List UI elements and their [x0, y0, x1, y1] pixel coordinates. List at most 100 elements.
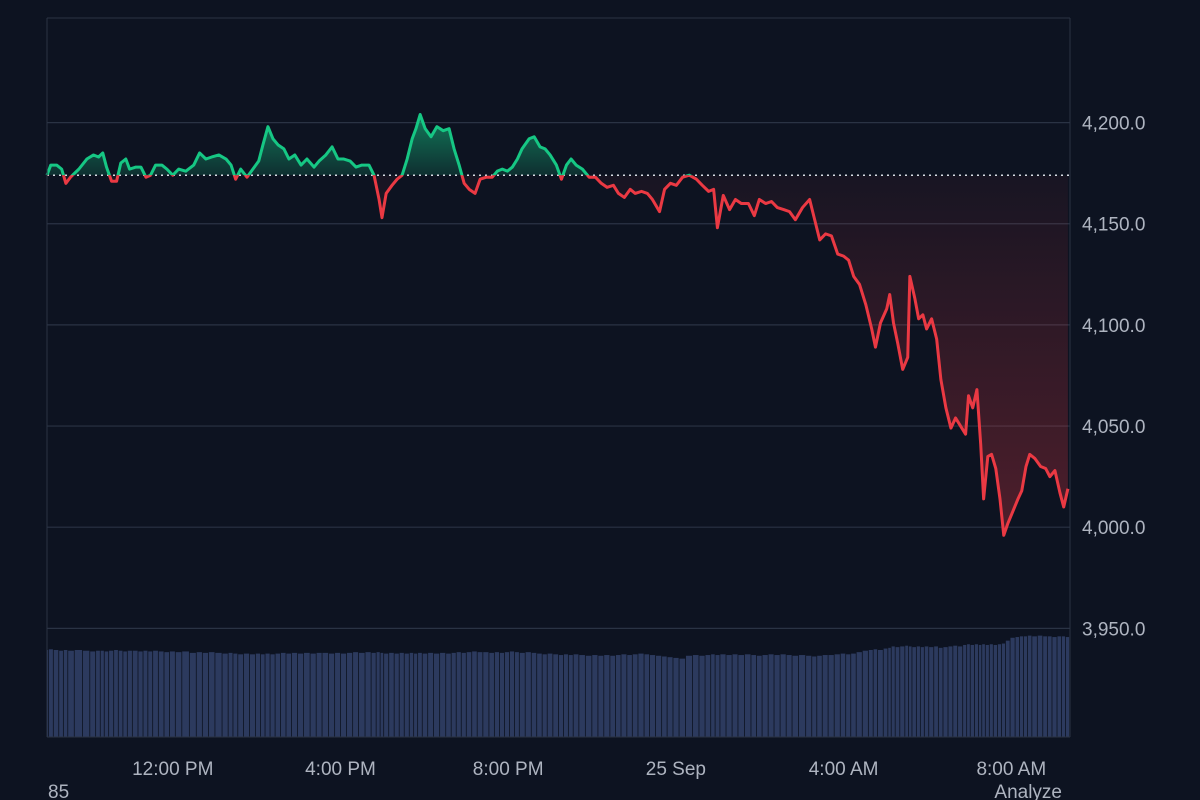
y-tick-label: 4,150.0 — [1082, 215, 1145, 236]
volume-bar — [158, 651, 164, 737]
volume-bar — [118, 650, 123, 737]
volume-bar — [958, 646, 963, 737]
volume-bar — [380, 652, 384, 737]
volume-bar — [667, 657, 673, 737]
volume-bar — [489, 652, 494, 737]
volume-bar — [514, 652, 519, 737]
volume-bar — [418, 652, 422, 737]
volume-bar — [175, 652, 182, 737]
volume-bar — [963, 644, 967, 737]
volume-bar — [1052, 637, 1057, 737]
volume-bar — [948, 646, 953, 737]
x-tick-label: 8:00 PM — [473, 759, 544, 780]
volume-bar — [751, 655, 757, 737]
volume-bar — [916, 646, 920, 737]
volume-bar — [732, 654, 738, 737]
volume-bar — [553, 654, 559, 737]
y-tick-label: 4,100.0 — [1082, 316, 1145, 337]
volume-bar — [598, 655, 604, 737]
volume-bar — [322, 652, 329, 737]
volume-bar — [685, 655, 693, 737]
volume-bar — [215, 652, 222, 737]
volume-bar — [662, 656, 667, 737]
volume-bar — [148, 651, 153, 737]
volume-bar — [621, 654, 627, 737]
volume-bar — [762, 655, 768, 737]
volume-bar — [316, 652, 322, 737]
volume-bar — [428, 652, 434, 737]
volume-bar — [499, 652, 505, 737]
volume-bar — [834, 654, 840, 737]
volume-bar — [53, 650, 59, 737]
volume-bar — [304, 652, 310, 737]
volume-bar — [705, 655, 711, 737]
volume-bar — [982, 644, 985, 737]
volume-bar — [384, 653, 389, 737]
volume-bar — [1027, 635, 1032, 737]
y-tick-label: 4,000.0 — [1082, 518, 1145, 539]
y-tick-label: 4,050.0 — [1082, 417, 1145, 438]
volume-bar — [328, 653, 335, 737]
volume-bar — [638, 653, 644, 737]
volume-bar — [953, 645, 958, 737]
volume-bar — [768, 654, 774, 737]
volume-bar — [1047, 636, 1052, 737]
volume-bar — [275, 653, 281, 737]
volume-bar — [519, 652, 525, 737]
volume-bar — [558, 655, 564, 737]
volume-bar — [1005, 640, 1010, 737]
volume-bar — [655, 655, 662, 737]
volume-bar — [568, 655, 573, 737]
volume-bar — [440, 652, 446, 737]
x-tick-label: 8:00 AM — [976, 759, 1046, 780]
volume-bar — [934, 646, 938, 737]
volume-bar — [477, 652, 483, 737]
volume-bar — [610, 655, 616, 737]
volume-bar — [74, 650, 83, 737]
volume-bar — [353, 652, 359, 737]
volume-bar — [1015, 637, 1020, 737]
volume-bar — [868, 650, 873, 737]
volume-bar — [47, 650, 49, 737]
volume-bar — [394, 653, 399, 737]
volume-bar — [472, 651, 477, 737]
volume-bar — [792, 655, 799, 737]
volume-bar — [929, 647, 934, 737]
volume-bar — [978, 644, 982, 737]
volume-bar — [888, 647, 891, 737]
volume-bar — [222, 653, 228, 737]
volume-bar — [414, 653, 418, 737]
volume-bar — [786, 655, 792, 737]
volume-bar — [679, 658, 686, 737]
volume-bar — [974, 644, 979, 737]
volume-bar — [260, 654, 265, 737]
volume-bar — [711, 654, 715, 737]
volume-bar — [90, 651, 96, 737]
x-tick-label: 12:00 PM — [132, 759, 213, 780]
volume-bar — [164, 652, 170, 737]
volume-bar — [905, 645, 908, 737]
volume-bar — [856, 652, 862, 737]
volume-bar — [169, 651, 175, 737]
volume-bar — [840, 653, 846, 737]
volume-bar — [451, 652, 456, 737]
volume-bar — [862, 650, 868, 737]
volume-bar — [504, 652, 510, 737]
x-tick-label: 4:00 AM — [809, 759, 879, 780]
volume-bar — [138, 651, 143, 737]
volume-bar — [649, 655, 656, 737]
volume-bar — [153, 650, 158, 737]
volume-bar — [132, 650, 138, 737]
volume-bar — [900, 646, 905, 737]
volume-bar — [720, 654, 726, 737]
volume-bar — [883, 648, 888, 737]
volume-bar — [699, 655, 705, 737]
volume-bar — [1032, 636, 1037, 737]
volume-bar — [376, 652, 380, 737]
volume-bar — [509, 651, 515, 737]
volume-bar — [604, 655, 610, 737]
volume-bar — [456, 652, 461, 737]
volume-bar — [780, 654, 786, 737]
volume-bar — [48, 649, 53, 737]
y-tick-label: 4,200.0 — [1082, 114, 1145, 135]
